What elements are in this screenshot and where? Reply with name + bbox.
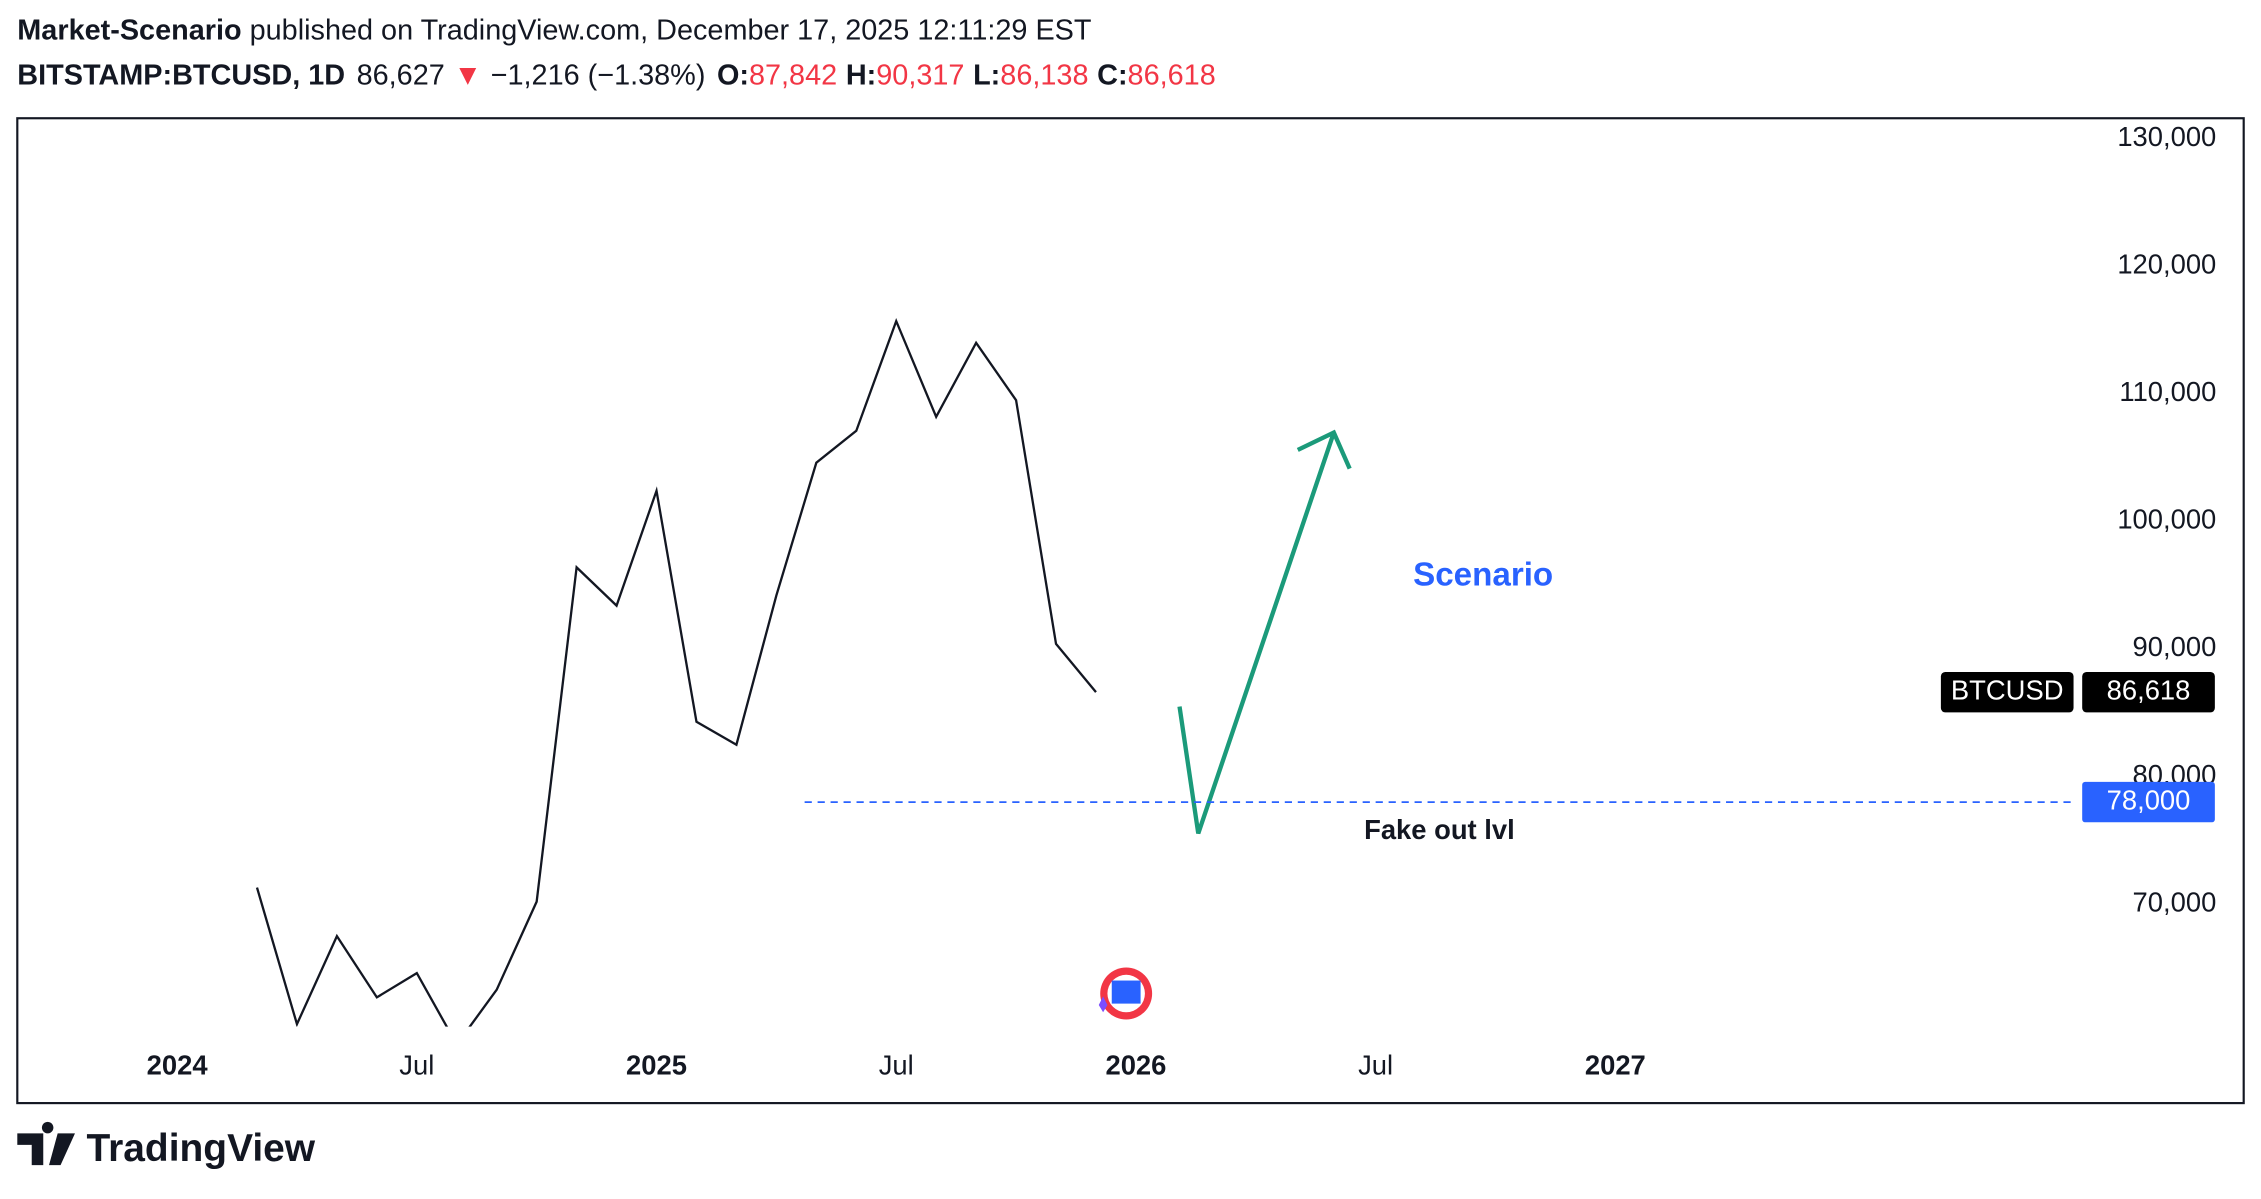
price-line	[255, 317, 1097, 1027]
o: 87,842	[749, 59, 837, 91]
x-tick-label: Jul	[1358, 1049, 1393, 1080]
l-label: L:	[973, 59, 1000, 91]
published: published on TradingView.com, December 1…	[242, 14, 1092, 46]
arrow: ▼	[453, 59, 482, 91]
x-tick-label: Jul	[879, 1049, 914, 1080]
footer: TradingView	[87, 1127, 316, 1170]
symbol-tag-label: BTCUSD	[1951, 674, 2064, 705]
y-tick-label: 120,000	[2117, 248, 2216, 279]
author: Market-Scenario	[17, 14, 241, 46]
c: 86,618	[1128, 59, 1216, 91]
y-tick-label: 70,000	[2133, 886, 2217, 917]
x-tick-label: Jul	[399, 1049, 434, 1080]
x-tick-label: 2027	[1585, 1049, 1646, 1080]
level-tag-label: 78,000	[2107, 784, 2191, 815]
c-label: C:	[1097, 59, 1127, 91]
y-tick-label: 110,000	[2119, 376, 2216, 407]
scenario-label: Scenario	[1413, 557, 1553, 594]
frame	[16, 117, 2245, 1105]
plot	[255, 317, 1097, 1027]
y-tick-label: 100,000	[2117, 504, 2216, 535]
price-tag-label: 86,618	[2107, 674, 2191, 705]
arrow-head	[1296, 429, 1352, 470]
header-line: Market-Scenario published on TradingView…	[17, 14, 1091, 46]
h-label: H:	[846, 59, 876, 91]
l: 86,138	[1000, 59, 1088, 91]
scenario-arrow	[1177, 431, 1336, 835]
last: 86,627	[357, 59, 445, 91]
level-tag	[2082, 781, 2215, 823]
x-tick-label: 2025	[626, 1049, 687, 1080]
y-tick-label: 130,000	[2117, 121, 2216, 152]
x-tick-label: 2026	[1105, 1049, 1166, 1080]
symbol: BITSTAMP:BTCUSD, 1D	[17, 59, 345, 91]
h: 90,317	[876, 59, 964, 91]
fakeout-label: Fake out lvl	[1364, 814, 1515, 845]
x-tick-label: 2024	[147, 1049, 209, 1080]
footer-logo	[17, 1121, 75, 1166]
y-tick-label: 90,000	[2133, 631, 2217, 662]
symbol-line: BITSTAMP:BTCUSD, 1D 86,627 ▼ −1,216 (−1.38%…	[17, 59, 1215, 91]
event-icon	[1098, 967, 1153, 1020]
change: −1,216 (−1.38%)	[491, 59, 706, 91]
symbol-tag	[1940, 671, 2074, 713]
price-tag	[2082, 671, 2215, 713]
o-label: O:	[717, 59, 749, 91]
